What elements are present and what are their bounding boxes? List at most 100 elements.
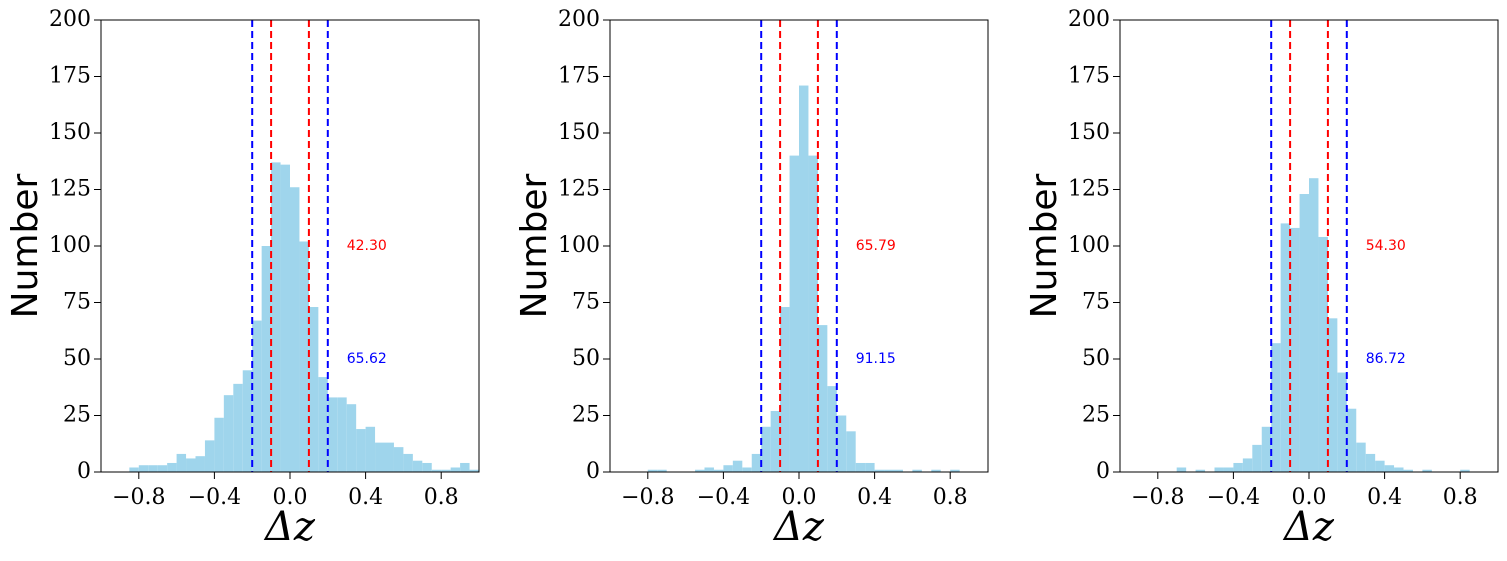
bar xyxy=(1460,469,1470,472)
bar xyxy=(233,383,243,472)
x-tick-label: 0.4 xyxy=(348,485,383,510)
y-tick-label: 75 xyxy=(1082,290,1110,315)
bar xyxy=(337,397,347,472)
bar xyxy=(431,469,442,472)
bar xyxy=(308,307,319,472)
bar xyxy=(299,241,309,472)
bar xyxy=(1290,227,1300,472)
bar xyxy=(1422,469,1432,472)
bar xyxy=(403,453,413,472)
y-tick-label: 0 xyxy=(586,459,600,484)
bar xyxy=(1365,453,1376,472)
y-tick-label: 175 xyxy=(1068,64,1110,89)
bar xyxy=(327,397,338,472)
annotation: 42.30 xyxy=(347,238,387,254)
y-tick-label: 25 xyxy=(1082,403,1110,428)
y-tick-label: 150 xyxy=(558,120,600,145)
bar xyxy=(865,462,875,472)
x-tick-label: 0.8 xyxy=(933,485,968,510)
bar xyxy=(723,465,733,472)
bar xyxy=(214,417,224,472)
y-tick-label: 175 xyxy=(49,64,91,89)
x-tick-label: −0.4 xyxy=(1207,485,1260,510)
bar xyxy=(157,465,168,472)
bar xyxy=(704,467,714,472)
x-axis-label: Δz xyxy=(263,504,316,550)
y-tick-label: 50 xyxy=(572,346,600,371)
x-tick-label: −0.8 xyxy=(112,485,165,510)
x-tick-label: 0.0 xyxy=(782,485,817,510)
y-tick-label: 200 xyxy=(558,7,600,32)
y-tick-label: 125 xyxy=(558,177,600,202)
x-axis-label: Δz xyxy=(1282,504,1335,550)
bar xyxy=(647,469,658,472)
x-tick-label: −0.8 xyxy=(1131,485,1184,510)
bar xyxy=(393,447,404,472)
bar xyxy=(318,377,328,472)
bar xyxy=(365,426,376,472)
bar xyxy=(375,442,385,472)
y-tick-label: 0 xyxy=(1096,459,1110,484)
bar xyxy=(789,155,799,472)
bar xyxy=(186,458,196,472)
y-tick-label: 200 xyxy=(1068,7,1110,32)
bar xyxy=(1299,194,1309,472)
bar xyxy=(751,453,762,472)
y-tick-label: 175 xyxy=(558,64,600,89)
bar xyxy=(271,162,281,472)
bar xyxy=(1403,469,1413,472)
bar xyxy=(1214,467,1224,472)
bar xyxy=(1242,458,1253,472)
x-tick-label: −0.8 xyxy=(621,485,674,510)
bar xyxy=(1195,469,1206,472)
bar xyxy=(346,404,357,472)
x-axis-label: Δz xyxy=(772,504,825,550)
bar xyxy=(1327,318,1338,472)
x-tick-label: 0.0 xyxy=(1292,485,1327,510)
bar xyxy=(223,395,234,472)
bar xyxy=(817,325,828,472)
bar xyxy=(950,469,960,472)
bar xyxy=(884,469,894,472)
annotation: 86.72 xyxy=(1366,351,1406,367)
x-tick-label: 0.0 xyxy=(273,485,308,510)
bar xyxy=(1346,408,1357,472)
bar xyxy=(1309,178,1319,472)
bar xyxy=(384,442,394,472)
y-axis-label: Number xyxy=(1024,173,1065,318)
annotation: 65.79 xyxy=(856,238,896,254)
bar xyxy=(1261,426,1272,472)
bar xyxy=(167,462,177,472)
bar xyxy=(148,465,158,472)
bar xyxy=(713,469,724,472)
bar xyxy=(204,440,215,472)
y-tick-label: 0 xyxy=(77,459,91,484)
bar xyxy=(780,307,790,472)
bar xyxy=(874,469,885,472)
y-tick-label: 125 xyxy=(1068,177,1110,202)
bar xyxy=(129,467,139,472)
annotation: 91.15 xyxy=(856,351,896,367)
y-tick-label: 25 xyxy=(63,403,91,428)
bar xyxy=(732,460,743,472)
y-tick-label: 100 xyxy=(558,233,600,258)
bar xyxy=(808,155,818,472)
bar xyxy=(1337,372,1347,472)
x-tick-label: −0.4 xyxy=(188,485,241,510)
y-tick-label: 75 xyxy=(572,290,600,315)
bar xyxy=(242,370,253,472)
bar xyxy=(356,429,366,472)
x-tick-label: 0.4 xyxy=(857,485,892,510)
bar xyxy=(176,453,187,472)
bar xyxy=(846,431,856,472)
bar xyxy=(912,469,922,472)
x-tick-label: −0.4 xyxy=(697,485,750,510)
bar xyxy=(422,462,432,472)
bar xyxy=(261,246,272,472)
y-tick-label: 50 xyxy=(1082,346,1110,371)
bar xyxy=(1233,462,1243,472)
annotation: 65.62 xyxy=(347,351,387,367)
y-tick-label: 150 xyxy=(49,120,91,145)
